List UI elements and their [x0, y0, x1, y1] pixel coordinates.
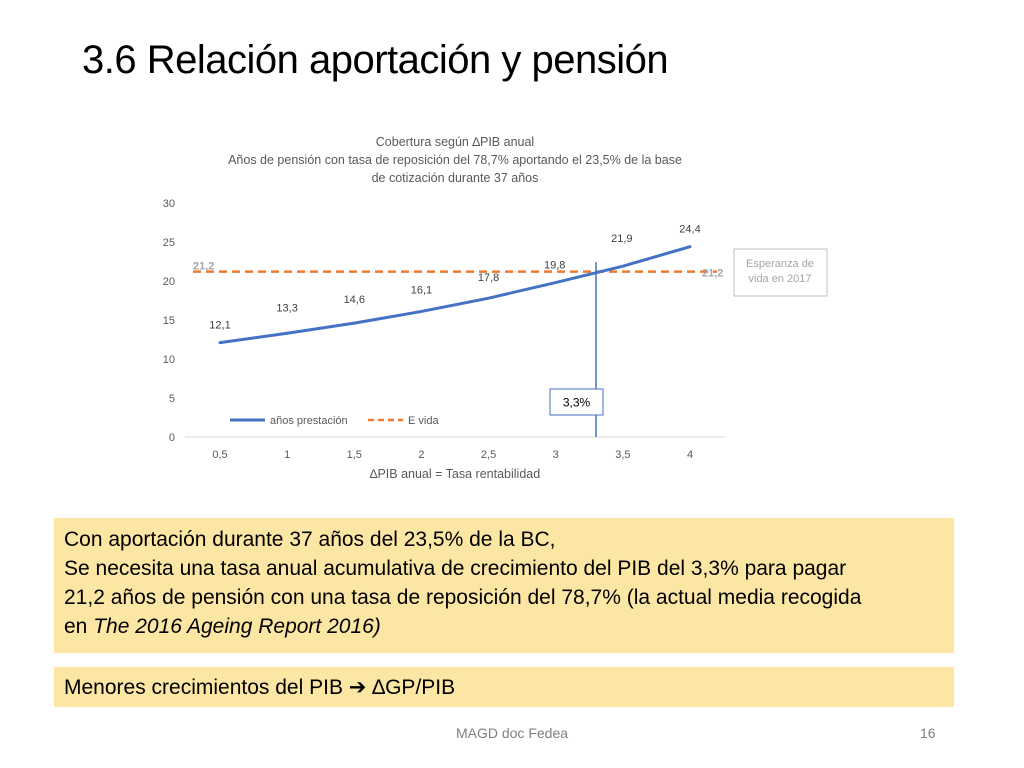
- right-arrow-icon: ➔: [348, 675, 367, 699]
- series-anos-prestacion-line: [218, 245, 692, 345]
- conclusion-suffix: ∆GP/PIB: [372, 676, 456, 699]
- data-label: 13,3: [276, 302, 297, 314]
- x-tick-label: 3: [553, 449, 559, 461]
- e-vida-label-right: 21,2: [702, 268, 723, 280]
- y-tick-label: 25: [163, 237, 175, 249]
- chart-title-line: Años de pensión con tasa de reposición d…: [228, 153, 682, 167]
- chart-title-line: de cotización durante 37 años: [372, 171, 539, 185]
- legend-e-vida-label: E vida: [408, 415, 439, 427]
- x-tick-label: 0,5: [212, 449, 227, 461]
- note-box: Con aportación durante 37 años del 23,5%…: [54, 518, 954, 653]
- note-line-4-prefix: en: [64, 615, 94, 638]
- data-label: 17,8: [478, 272, 499, 284]
- data-label: 12,1: [209, 320, 230, 332]
- slide-title: 3.6 Relación aportación y pensión: [82, 38, 669, 82]
- legend: años prestación E vida: [230, 415, 439, 427]
- life-expectancy-text: vida en 2017: [749, 273, 812, 285]
- y-axis: 0 5 10 15 20 25 30: [163, 198, 175, 444]
- y-tick-label: 10: [163, 354, 175, 366]
- legend-anos-prestacion-label: años prestación: [270, 415, 348, 427]
- x-tick-label: 4: [687, 449, 693, 461]
- life-expectancy-box: [733, 248, 828, 297]
- data-label: 19,8: [544, 260, 565, 272]
- y-tick-label: 5: [169, 393, 175, 405]
- note-line-4-italic: The 2016 Ageing Report 2016): [93, 615, 381, 638]
- chart-title-line: Cobertura según ∆PIB anual: [376, 135, 534, 149]
- note-line-3: 21,2 años de pensión con una tasa de rep…: [64, 586, 862, 609]
- page-number: 16: [920, 725, 936, 741]
- x-tick-label: 2,5: [481, 449, 496, 461]
- data-label: 24,4: [679, 224, 700, 236]
- x-axis: 0,5 1 1,5 2 2,5 3 3,5 4 ∆PIB anual = Tasa rentab…: [185, 436, 725, 481]
- note-line-1: Con aportación durante 37 años del 23,5%…: [64, 528, 556, 551]
- data-label: 14,6: [344, 294, 365, 306]
- e-vida-label-left: 21,2: [193, 261, 214, 273]
- x-axis-title: ∆PIB anual = Tasa rentabilidad: [370, 467, 540, 481]
- x-tick-label: 3,5: [615, 449, 630, 461]
- footer-text: MAGD doc Fedea: [455, 725, 569, 741]
- intersection-label-box: [549, 388, 604, 416]
- series-layer: 21,2 21,2 12,1 13,3 14,6 16,1 17,8 19,8 21,9 24,4: [193, 224, 723, 345]
- chart: Cobertura según ∆PIB anual Años de pensió…: [163, 135, 828, 481]
- data-label: 21,9: [611, 233, 632, 245]
- life-expectancy-text: Esperanza de: [746, 258, 814, 270]
- note-line-4: en The 2016 Ageing Report 2016): [64, 612, 944, 641]
- chart-title: Cobertura según ∆PIB anual Años de pensió…: [228, 135, 682, 185]
- y-tick-label: 15: [163, 315, 175, 327]
- conclusion-prefix: Menores crecimientos del PIB: [64, 676, 343, 699]
- annotation-layer: 3,3% Esperanza de vida en 2017: [549, 248, 828, 437]
- y-tick-label: 0: [169, 432, 175, 444]
- note-line-2: Se necesita una tasa anual acumulativa d…: [64, 557, 847, 580]
- x-tick-label: 1,5: [347, 449, 362, 461]
- intersection-label: 3,3%: [563, 396, 591, 410]
- y-tick-label: 30: [163, 198, 175, 210]
- x-tick-label: 1: [284, 449, 290, 461]
- conclusion-box: Menores crecimientos del PIB ➔ ∆GP/PIB: [54, 667, 954, 707]
- y-tick-label: 20: [163, 276, 175, 288]
- data-label: 16,1: [411, 284, 432, 296]
- x-tick-label: 2: [418, 449, 424, 461]
